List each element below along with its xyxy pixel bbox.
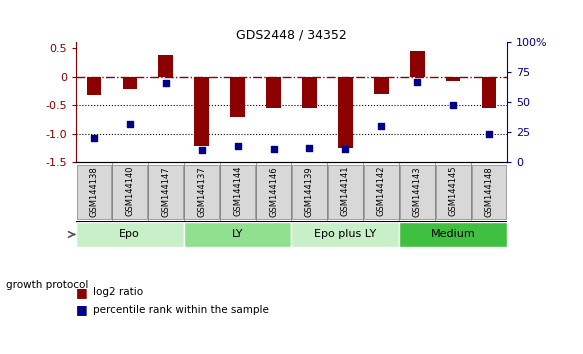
- Text: log2 ratio: log2 ratio: [93, 287, 143, 297]
- Text: LY: LY: [232, 229, 243, 239]
- Text: GSM144140: GSM144140: [125, 166, 134, 217]
- Title: GDS2448 / 34352: GDS2448 / 34352: [236, 28, 347, 41]
- Bar: [230, 77, 245, 117]
- Point: [269, 147, 278, 152]
- Text: Epo: Epo: [120, 229, 140, 239]
- FancyBboxPatch shape: [292, 222, 399, 247]
- Point: [448, 102, 458, 108]
- Bar: [159, 55, 173, 77]
- Text: ■: ■: [76, 303, 87, 316]
- Text: growth protocol: growth protocol: [6, 280, 88, 290]
- Text: GSM144146: GSM144146: [269, 166, 278, 217]
- Text: GSM144141: GSM144141: [341, 166, 350, 217]
- Point: [377, 124, 386, 129]
- Text: GSM144142: GSM144142: [377, 166, 386, 217]
- FancyBboxPatch shape: [328, 165, 363, 219]
- Bar: [446, 77, 461, 81]
- FancyBboxPatch shape: [76, 165, 111, 219]
- Text: GSM144138: GSM144138: [89, 166, 99, 217]
- FancyBboxPatch shape: [184, 222, 292, 247]
- Bar: [194, 77, 209, 147]
- FancyBboxPatch shape: [364, 165, 399, 219]
- Point: [161, 80, 170, 86]
- FancyBboxPatch shape: [436, 165, 470, 219]
- FancyBboxPatch shape: [472, 165, 507, 219]
- FancyBboxPatch shape: [113, 165, 147, 219]
- Bar: [482, 77, 496, 108]
- Text: GSM144145: GSM144145: [449, 166, 458, 217]
- Point: [413, 79, 422, 85]
- Bar: [410, 51, 424, 77]
- Bar: [338, 77, 353, 148]
- FancyBboxPatch shape: [149, 165, 183, 219]
- Bar: [122, 77, 137, 89]
- Text: GSM144144: GSM144144: [233, 166, 242, 217]
- FancyBboxPatch shape: [220, 165, 255, 219]
- Text: GSM144137: GSM144137: [197, 166, 206, 217]
- FancyBboxPatch shape: [257, 165, 291, 219]
- FancyBboxPatch shape: [400, 165, 434, 219]
- Point: [305, 145, 314, 151]
- Text: GSM144139: GSM144139: [305, 166, 314, 217]
- Point: [484, 131, 494, 137]
- FancyBboxPatch shape: [292, 165, 326, 219]
- Point: [233, 143, 243, 149]
- Bar: [374, 77, 388, 94]
- Text: ■: ■: [76, 286, 87, 298]
- Text: Medium: Medium: [431, 229, 476, 239]
- Bar: [86, 77, 101, 95]
- Text: GSM144143: GSM144143: [413, 166, 422, 217]
- Point: [197, 148, 206, 153]
- Text: GSM144147: GSM144147: [161, 166, 170, 217]
- Text: Epo plus LY: Epo plus LY: [314, 229, 377, 239]
- Bar: [302, 77, 317, 108]
- Point: [340, 147, 350, 152]
- FancyBboxPatch shape: [76, 222, 184, 247]
- Bar: [266, 77, 281, 108]
- Text: percentile rank within the sample: percentile rank within the sample: [93, 305, 269, 315]
- Point: [89, 136, 99, 141]
- FancyBboxPatch shape: [399, 222, 507, 247]
- Point: [125, 121, 134, 127]
- Text: GSM144148: GSM144148: [484, 166, 494, 217]
- FancyBboxPatch shape: [184, 165, 219, 219]
